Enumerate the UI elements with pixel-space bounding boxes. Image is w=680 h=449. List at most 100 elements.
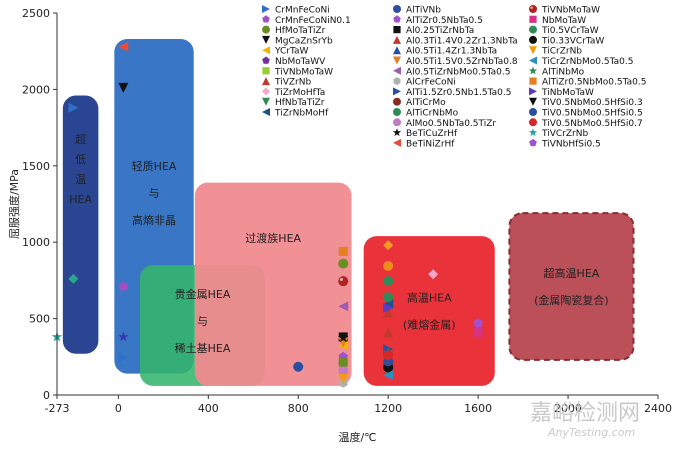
point-extra bbox=[68, 273, 79, 284]
region-transition-hea bbox=[194, 182, 352, 386]
legend: CrMnFeCoNiCrMnFeCoNiN0.1HfMoTaTiZrMgCaZn… bbox=[262, 5, 646, 149]
legend-marker-TiVNbMoTaW bbox=[529, 5, 537, 13]
x-tick-label: 800 bbox=[288, 402, 309, 415]
regions-layer: 超低温HEA轻质HEA与高熵非晶贵金属HEA与稀土基HEA过渡族HEA高温HEA… bbox=[62, 38, 635, 386]
legend-label: TiNbMoTaW bbox=[541, 88, 594, 98]
points-layer bbox=[51, 41, 483, 388]
region-label-noble-rare-earth: 与 bbox=[197, 315, 208, 328]
point-AlMo0.5NbTa0.5TiZr bbox=[338, 365, 349, 376]
legend-marker-TiZrNbMoHf bbox=[262, 108, 270, 116]
y-tick-label: 2500 bbox=[22, 7, 50, 20]
legend-label: Al0.5TiZrNbMo0.5Ta0.5 bbox=[406, 67, 510, 77]
point-AlTiCrNbMo bbox=[383, 276, 394, 287]
region-high-temp bbox=[363, 236, 495, 386]
legend-label: TiZrNbMoHf bbox=[274, 109, 329, 119]
point-extra bbox=[338, 357, 348, 367]
legend-marker-AlTiZr0.5NbTa0.5 bbox=[393, 15, 401, 23]
legend-marker-AlTiCrMo bbox=[393, 97, 401, 106]
legend-label: YCrTaW bbox=[274, 47, 309, 57]
legend-label: TiVNbHfSi0.5 bbox=[541, 139, 601, 149]
legend-label: NbMoTaW bbox=[542, 16, 586, 26]
legend-marker-TiV0.5NbMo0.5HfSi0.3 bbox=[529, 97, 537, 106]
legend-marker-Al0.25TiZrNbTa bbox=[393, 26, 401, 34]
legend-marker-Ti0.33VCrTaW bbox=[529, 35, 537, 44]
region-label-ultra-low-temp: HEA bbox=[69, 193, 92, 206]
point-Al0.3Ti1.4V0.2Zr1.3NbTa bbox=[383, 307, 394, 318]
legend-label: HfMoTaTiZr bbox=[275, 26, 326, 36]
legend-label: CrMnFeCoNiN0.1 bbox=[275, 16, 351, 26]
x-tick-label: -273 bbox=[45, 402, 70, 415]
point-Ti0.5VCrTaW bbox=[383, 292, 394, 303]
legend-marker-NbMoTaW bbox=[529, 15, 537, 23]
legend-label: TiVNbMoTaW bbox=[274, 67, 333, 77]
point-CrMnFeCoNiN0.1 bbox=[118, 281, 129, 291]
legend-label: TiVCrZrNb bbox=[541, 129, 588, 139]
legend-marker-Ti0.5VCrTaW bbox=[529, 25, 537, 34]
region-ultra-high-temp bbox=[508, 212, 635, 361]
point-CrMnFeCoNi bbox=[118, 352, 129, 363]
legend-label: AlTiZr0.5NbTa0.5 bbox=[406, 16, 483, 26]
point-TiVZrNb bbox=[383, 327, 394, 338]
point-CrMnFeCoNi bbox=[68, 102, 79, 113]
legend-marker-TiVZrNb bbox=[262, 77, 270, 86]
point-TiZrMoHfTa bbox=[428, 269, 439, 280]
legend-label: NbMoTaWV bbox=[275, 57, 326, 67]
legend-marker-AlTi1.5Zr0.5Nb1.5Ta0.5 bbox=[393, 87, 401, 96]
legend-label: AlTiVNb bbox=[406, 6, 441, 16]
legend-marker-Al0.5Ti1.4Zr1.3NbTa bbox=[393, 46, 401, 55]
legend-label: TiCrZrNb bbox=[541, 47, 582, 57]
legend-label: AlTiNbMo bbox=[542, 67, 585, 77]
legend-label: TiVNbMoTaW bbox=[541, 6, 600, 16]
region-label-light-hea: 高熵非晶 bbox=[132, 213, 176, 227]
legend-label: BeTiNiZrHf bbox=[406, 139, 455, 149]
legend-label: Ti0.33VCrTaW bbox=[541, 36, 604, 46]
region-label-transition-hea: 过渡族HEA bbox=[245, 231, 301, 245]
legend-label: CrMnFeCoNi bbox=[275, 6, 330, 16]
legend-label: BeTiCuZrHf bbox=[406, 129, 458, 139]
legend-marker-Al0.5Ti1.5V0.5ZrNbTa0.8 bbox=[393, 56, 401, 65]
point-AlTiVNb bbox=[293, 361, 304, 372]
point-TiVNbHfSi0.5 bbox=[473, 318, 483, 328]
region-label-light-hea: 轻质HEA bbox=[132, 159, 177, 173]
legend-label: AlTiCrNbMo bbox=[406, 109, 459, 119]
region-label-ultra-high-temp: 超高温HEA bbox=[544, 266, 600, 280]
region-label-ultra-low-temp: 低 bbox=[75, 153, 86, 166]
legend-marker-AlCrFeCoNi bbox=[393, 77, 401, 86]
x-tick-label: 1200 bbox=[374, 402, 402, 415]
y-tick-label: 1000 bbox=[22, 236, 50, 249]
legend-label: TiV0.5NbMo0.5HfSi0.7 bbox=[541, 119, 643, 129]
point-TiCrZrNbMo0.5Ta0.5 bbox=[383, 370, 394, 381]
x-axis-title: 温度/℃ bbox=[338, 430, 376, 444]
y-tick-label: 2000 bbox=[22, 83, 50, 96]
point-extra bbox=[383, 240, 394, 251]
legend-marker-BeTiCuZrHf bbox=[392, 128, 402, 137]
y-tick-label: 0 bbox=[43, 389, 50, 402]
legend-marker-TiVNbHfSi0.5 bbox=[529, 138, 537, 147]
legend-label: TiZrMoHfTa bbox=[274, 88, 325, 98]
legend-marker-TiCrZrNbMo0.5Ta0.5 bbox=[529, 56, 537, 65]
region-label-noble-rare-earth: 稀土基HEA bbox=[175, 342, 231, 355]
legend-label: Al0.5Ti1.5V0.5ZrNbTa0.8 bbox=[406, 57, 518, 67]
legend-label: TiV0.5NbMo0.5HfSi0.5 bbox=[541, 109, 643, 119]
point-NbMoTaW bbox=[473, 327, 483, 337]
point-BeTiCuZrHf bbox=[337, 332, 349, 343]
legend-label: TiV0.5NbMo0.5HfSi0.3 bbox=[541, 98, 643, 108]
legend-marker-AlTiZr0.5NbMo0.5Ta0.5 bbox=[529, 77, 537, 85]
point-TiV0.5NbMo0.5HfSi0.7 bbox=[383, 350, 394, 361]
watermark-cn: 嘉峪检测网 bbox=[530, 401, 640, 426]
region-label-light-hea: 与 bbox=[149, 187, 160, 200]
legend-label: TiCrZrNbMo0.5Ta0.5 bbox=[541, 57, 633, 67]
watermark-en: AnyTesting.com bbox=[547, 426, 635, 439]
legend-label: AlCrFeCoNi bbox=[406, 78, 456, 88]
legend-marker-BeTiNiZrHf bbox=[393, 138, 401, 147]
point-HfMoTaTiZr bbox=[338, 258, 349, 269]
point-extra bbox=[383, 260, 394, 271]
legend-label: Ti0.5VCrTaW bbox=[541, 26, 599, 36]
x-tick-label: 2400 bbox=[644, 402, 672, 415]
legend-marker-AlTiVNb bbox=[393, 5, 401, 13]
legend-marker-AlTiNbMo bbox=[528, 66, 538, 75]
legend-label: AlTiCrMo bbox=[406, 98, 446, 108]
legend-label: TiVZrNb bbox=[274, 78, 311, 88]
